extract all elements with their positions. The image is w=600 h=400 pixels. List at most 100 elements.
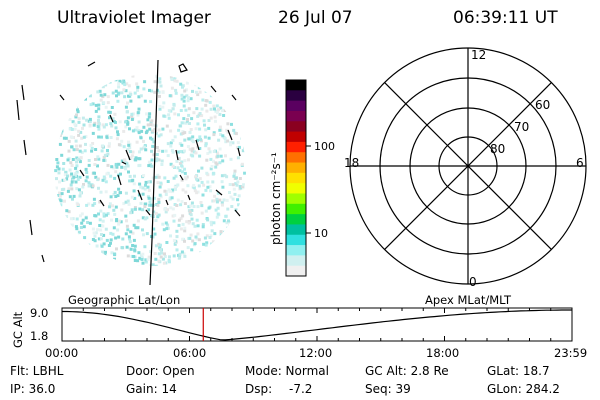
- image-pixel: [138, 163, 142, 167]
- image-pixel: [93, 163, 97, 166]
- image-pixel: [64, 219, 68, 223]
- image-pixel: [183, 89, 187, 93]
- image-pixel: [101, 95, 105, 99]
- image-pixel: [175, 74, 179, 78]
- image-pixel: [222, 90, 226, 94]
- image-pixel: [67, 210, 71, 214]
- colorbar-cell: [286, 193, 306, 205]
- image-pixel: [60, 129, 64, 133]
- image-pixel: [140, 258, 144, 261]
- image-pixel: [187, 137, 191, 141]
- image-pixel: [158, 246, 162, 250]
- image-pixel: [183, 254, 187, 258]
- image-pixel: [123, 95, 127, 99]
- image-pixel: [190, 217, 194, 221]
- image-pixel: [113, 252, 117, 256]
- image-pixel: [84, 179, 88, 183]
- image-pixel: [176, 198, 180, 202]
- image-pixel: [237, 100, 241, 104]
- image-pixel: [184, 121, 188, 125]
- app-title: Ultraviolet Imager: [57, 8, 211, 28]
- image-pixel: [191, 140, 195, 144]
- image-pixel: [216, 206, 220, 210]
- image-pixel: [200, 114, 204, 118]
- image-pixel: [96, 90, 100, 94]
- image-pixel: [212, 150, 216, 153]
- image-pixel: [170, 148, 174, 152]
- image-pixel: [227, 219, 230, 223]
- image-pixel: [84, 97, 87, 101]
- image-pixel: [211, 240, 215, 244]
- image-pixel: [169, 234, 172, 238]
- image-pixel: [126, 228, 130, 232]
- image-pixel: [104, 180, 108, 184]
- image-pixel: [110, 74, 114, 78]
- image-pixel: [100, 149, 104, 153]
- image-pixel: [79, 130, 83, 134]
- image-pixel: [229, 238, 233, 242]
- image-pixel: [245, 112, 246, 116]
- image-pixel: [197, 184, 201, 188]
- image-pixel: [72, 194, 76, 198]
- image-pixel: [178, 162, 182, 165]
- image-pixel: [240, 133, 244, 137]
- image-pixel: [229, 195, 233, 199]
- image-pixel: [111, 204, 114, 208]
- image-pixel: [214, 208, 218, 212]
- image-pixel: [112, 166, 116, 170]
- image-pixel: [88, 90, 92, 94]
- image-pixel: [159, 248, 163, 252]
- image-pixel: [67, 101, 71, 105]
- image-pixel: [241, 221, 245, 225]
- image-pixel: [115, 219, 118, 223]
- image-pixel: [218, 248, 222, 251]
- image-pixel: [190, 201, 194, 205]
- image-pixel: [102, 212, 106, 216]
- image-pixel: [156, 215, 160, 219]
- image-pixel: [87, 202, 91, 206]
- image-pixel: [120, 91, 124, 95]
- image-pixel: [122, 145, 126, 149]
- image-pixel: [204, 103, 208, 107]
- image-pixel: [163, 252, 166, 256]
- image-pixel: [205, 158, 209, 162]
- image-pixel: [243, 142, 246, 145]
- image-pixel: [167, 226, 170, 230]
- orbit-right-title: Apex MLat/MLT: [425, 293, 512, 307]
- image-pixel: [77, 188, 81, 192]
- image-pixel: [91, 265, 95, 266]
- image-pixel: [215, 197, 219, 201]
- image-pixel: [116, 133, 120, 137]
- image-pixel: [159, 181, 163, 185]
- image-pixel: [158, 94, 161, 98]
- image-pixel: [196, 232, 200, 236]
- image-pixel: [125, 224, 129, 228]
- image-pixel: [210, 91, 214, 95]
- image-pixel: [109, 122, 113, 126]
- image-pixel: [214, 258, 218, 262]
- image-pixel: [76, 108, 79, 112]
- image-pixel: [79, 191, 83, 195]
- image-pixel: [55, 177, 58, 181]
- orbit-altitude-curve: [62, 309, 572, 341]
- image-pixel: [79, 247, 83, 251]
- image-pixel: [62, 121, 66, 125]
- image-pixel: [108, 80, 112, 84]
- image-pixel: [86, 221, 90, 224]
- image-pixel: [191, 154, 195, 158]
- image-pixel: [108, 116, 111, 120]
- image-pixel: [180, 121, 184, 125]
- image-pixel: [235, 108, 239, 112]
- image-pixel: [124, 120, 128, 124]
- image-pixel: [231, 89, 235, 92]
- image-pixel: [137, 131, 141, 135]
- image-pixel: [142, 233, 145, 237]
- image-pixel: [91, 142, 95, 145]
- image-pixel: [147, 115, 151, 119]
- image-pixel: [182, 104, 186, 108]
- glat-label: GLat: 18.7: [487, 364, 550, 378]
- image-pixel: [230, 259, 233, 262]
- image-pixel: [196, 224, 200, 228]
- image-pixel: [107, 144, 111, 148]
